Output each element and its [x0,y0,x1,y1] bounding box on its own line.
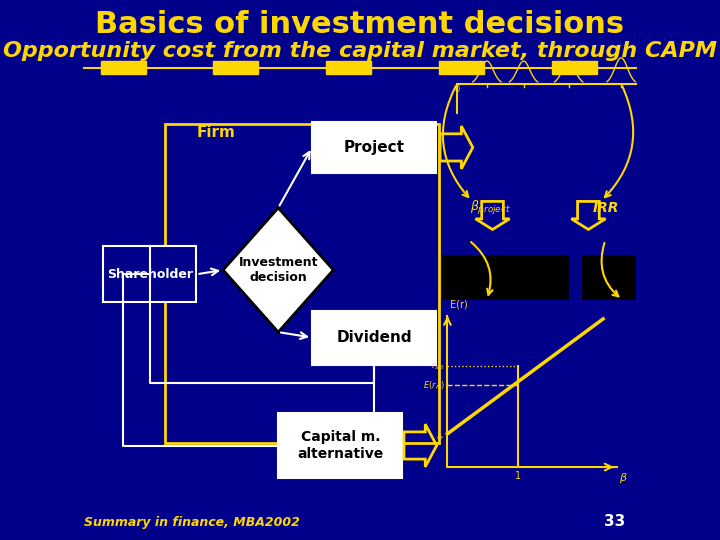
Text: 0: 0 [454,85,459,94]
Text: 33: 33 [604,514,625,529]
Text: $E(r_M)$: $E(r_M)$ [423,379,445,392]
FancyBboxPatch shape [101,61,145,74]
FancyBboxPatch shape [326,61,372,74]
FancyBboxPatch shape [104,246,197,302]
Text: $r_{alt}$: $r_{alt}$ [431,360,445,372]
FancyBboxPatch shape [442,255,569,300]
Text: $r_f$: $r_f$ [436,431,445,443]
Polygon shape [223,208,333,332]
Text: Capital m.
alternative: Capital m. alternative [297,430,383,461]
Text: Basics of investment decisions: Basics of investment decisions [96,10,624,39]
FancyBboxPatch shape [278,413,402,478]
FancyBboxPatch shape [552,61,597,74]
FancyBboxPatch shape [312,122,436,173]
Text: Firm: Firm [197,125,235,140]
Text: Investment
decision: Investment decision [238,256,318,284]
Text: 1: 1 [516,471,521,481]
Text: IRR: IRR [593,201,618,215]
Text: Opportunity cost from the capital market, through CAPM: Opportunity cost from the capital market… [3,41,717,62]
Text: Summary in finance, MBA2002: Summary in finance, MBA2002 [84,516,300,529]
Text: $\beta_{project}$: $\beta_{project}$ [470,199,510,217]
Text: $\beta$: $\beta$ [619,471,629,485]
FancyBboxPatch shape [166,124,439,443]
FancyBboxPatch shape [312,310,436,365]
FancyBboxPatch shape [213,61,258,74]
FancyBboxPatch shape [439,61,484,74]
Text: Shareholder: Shareholder [107,268,193,281]
Text: Project: Project [343,140,405,155]
Text: E(r): E(r) [450,299,467,309]
FancyBboxPatch shape [582,255,636,300]
Text: Dividend: Dividend [336,330,412,345]
